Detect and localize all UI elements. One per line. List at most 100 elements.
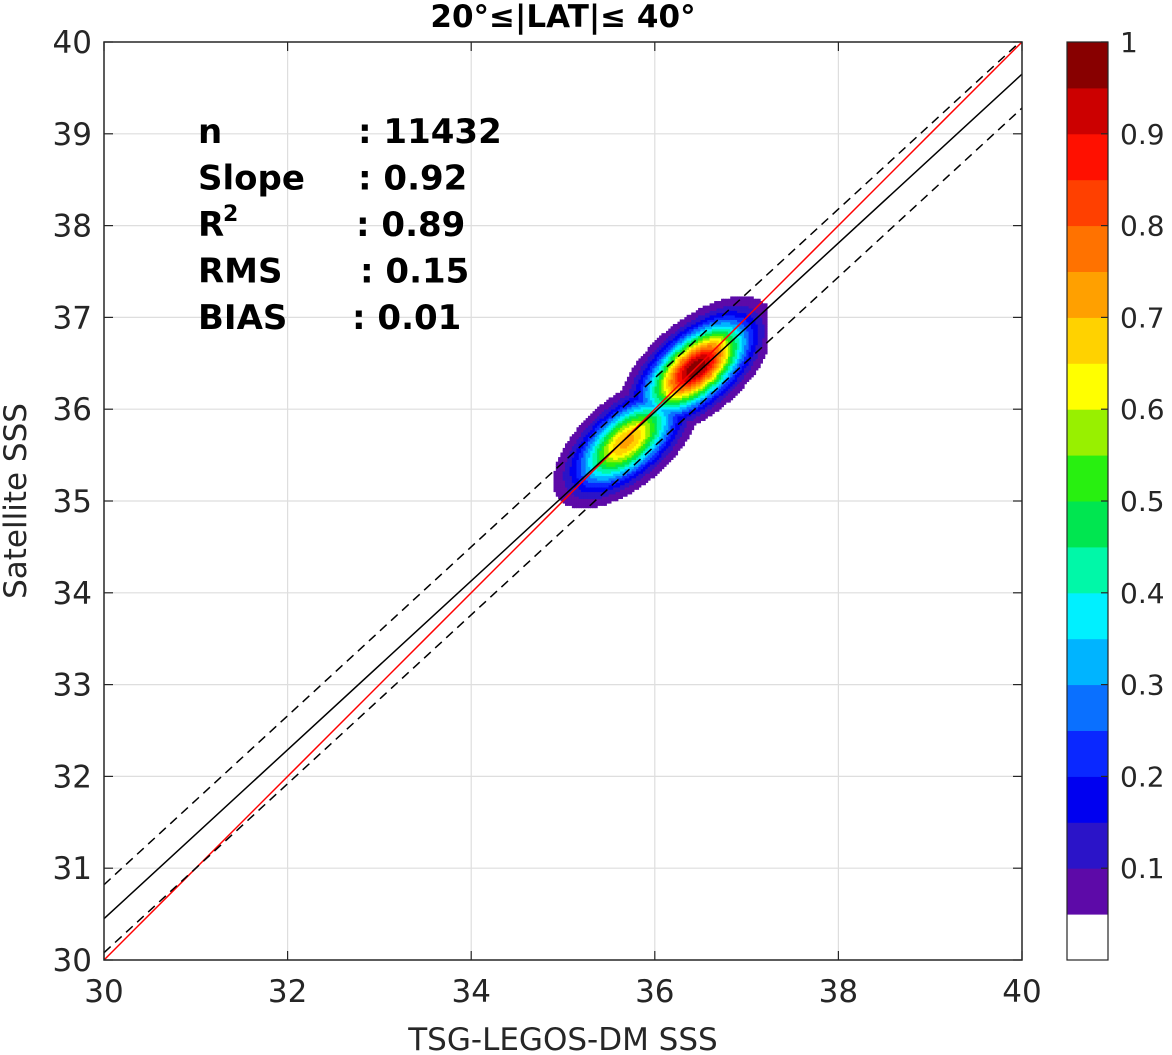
density-cell (613, 424, 617, 428)
density-cell (695, 340, 699, 343)
density-cell (636, 482, 640, 486)
density-cell (750, 358, 754, 362)
density-cell (709, 392, 713, 396)
density-cell (599, 470, 603, 474)
density-cell (682, 392, 685, 396)
density-cell (581, 452, 584, 456)
density-cell (638, 381, 642, 385)
density-cell (620, 480, 623, 483)
density-cell (645, 369, 649, 373)
density-cell (670, 333, 674, 337)
density-cell (647, 447, 651, 451)
density-cell (734, 365, 738, 369)
density-cell (741, 298, 745, 302)
density-cell (737, 383, 741, 387)
density-cell (665, 418, 669, 421)
density-cell (661, 413, 665, 417)
density-cell (679, 427, 683, 431)
density-cell (590, 500, 594, 504)
density-cell (734, 385, 738, 389)
density-cell (718, 365, 722, 369)
density-cell (594, 452, 598, 456)
density-cell (631, 418, 635, 421)
density-cell (587, 486, 591, 490)
density-cell (668, 335, 672, 339)
density-cell (679, 411, 683, 415)
density-cell (723, 307, 727, 311)
density-cell (748, 330, 752, 334)
density-cell (613, 436, 617, 440)
density-cell (659, 427, 662, 431)
density-cell (647, 434, 651, 438)
density-cell (698, 319, 701, 323)
density-cell (663, 372, 667, 376)
density-cell (576, 447, 580, 451)
density-cell (725, 399, 729, 403)
density-cell (608, 468, 612, 472)
density-cell (732, 392, 736, 396)
density-cell (698, 353, 701, 357)
density-cell (725, 319, 729, 323)
density-cell (656, 365, 660, 369)
density-cell (624, 477, 628, 481)
density-cell (574, 496, 578, 500)
density-cell (652, 351, 656, 355)
density-cell (594, 438, 598, 442)
density-cell (629, 408, 633, 412)
density-cell (723, 319, 727, 323)
density-cell (684, 349, 688, 353)
density-cell (727, 317, 731, 320)
density-cell (695, 317, 699, 320)
density-cell (645, 365, 649, 369)
density-cell (656, 379, 660, 382)
density-cell (643, 376, 646, 380)
density-cell (746, 353, 750, 357)
density-cell (626, 411, 630, 415)
density-cell (647, 422, 651, 426)
density-cell (665, 441, 669, 444)
density-cell (753, 344, 757, 348)
density-cell (643, 383, 646, 387)
density-cell (571, 459, 575, 463)
density-cell (560, 493, 564, 497)
density-cell (718, 330, 722, 334)
density-cell (626, 431, 630, 435)
density-cell (748, 340, 752, 343)
density-cell (711, 353, 715, 357)
density-cell (654, 468, 658, 472)
density-cell (691, 337, 695, 341)
density-cell (555, 473, 559, 477)
density-cell (643, 372, 646, 376)
density-cell (750, 374, 754, 378)
density-cell (654, 399, 658, 403)
density-cell (727, 312, 731, 316)
density-cell (665, 390, 669, 394)
density-cell (675, 340, 679, 343)
stat-label: n (198, 112, 222, 152)
density-cell (613, 463, 617, 467)
density-cell (569, 463, 573, 467)
density-cell (741, 381, 745, 385)
density-cell (562, 477, 566, 481)
density-cell (707, 365, 711, 369)
density-cell (578, 454, 582, 458)
density-cell (688, 381, 692, 385)
density-cell (755, 356, 759, 360)
density-cell (594, 434, 598, 438)
density-cell (574, 475, 578, 479)
density-cell (606, 480, 610, 483)
density-cell (636, 452, 640, 456)
density-cell (601, 404, 605, 408)
density-cell (698, 307, 701, 311)
density-cell (716, 358, 720, 362)
density-cell (654, 438, 658, 442)
density-cell (631, 436, 635, 440)
density-cell (691, 321, 695, 325)
density-cell (601, 452, 605, 456)
density-cell (617, 491, 621, 495)
density-cell (631, 395, 635, 399)
density-cell (652, 402, 656, 405)
density-cell (704, 381, 708, 385)
density-cell (640, 411, 644, 415)
density-cell (615, 422, 619, 426)
